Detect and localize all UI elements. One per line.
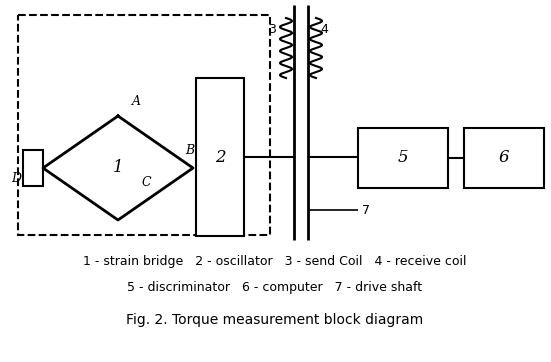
Polygon shape [43,116,193,220]
Text: 6: 6 [499,150,509,167]
Bar [196,78,244,236]
Text: A: A [132,95,141,108]
Text: 7: 7 [362,203,370,216]
Bar [23,150,43,186]
Bar [358,128,448,188]
Text: 5 - discriminator   6 - computer   7 - drive shaft: 5 - discriminator 6 - computer 7 - drive… [127,282,423,295]
Text: 1 - strain bridge   2 - oscillator   3 - send Coil   4 - receive coil: 1 - strain bridge 2 - oscillator 3 - sen… [83,256,467,269]
Text: D: D [11,172,21,185]
Text: B: B [185,143,194,156]
Bar [464,128,544,188]
Text: Fig. 2. Torque measurement block diagram: Fig. 2. Torque measurement block diagram [126,313,424,327]
Text: 5: 5 [398,150,408,167]
Text: 4: 4 [320,23,328,36]
Text: 1: 1 [113,160,123,177]
Text: 2: 2 [215,148,225,165]
Bar [18,15,270,235]
Text: 3: 3 [268,23,276,36]
Text: C: C [141,176,151,189]
